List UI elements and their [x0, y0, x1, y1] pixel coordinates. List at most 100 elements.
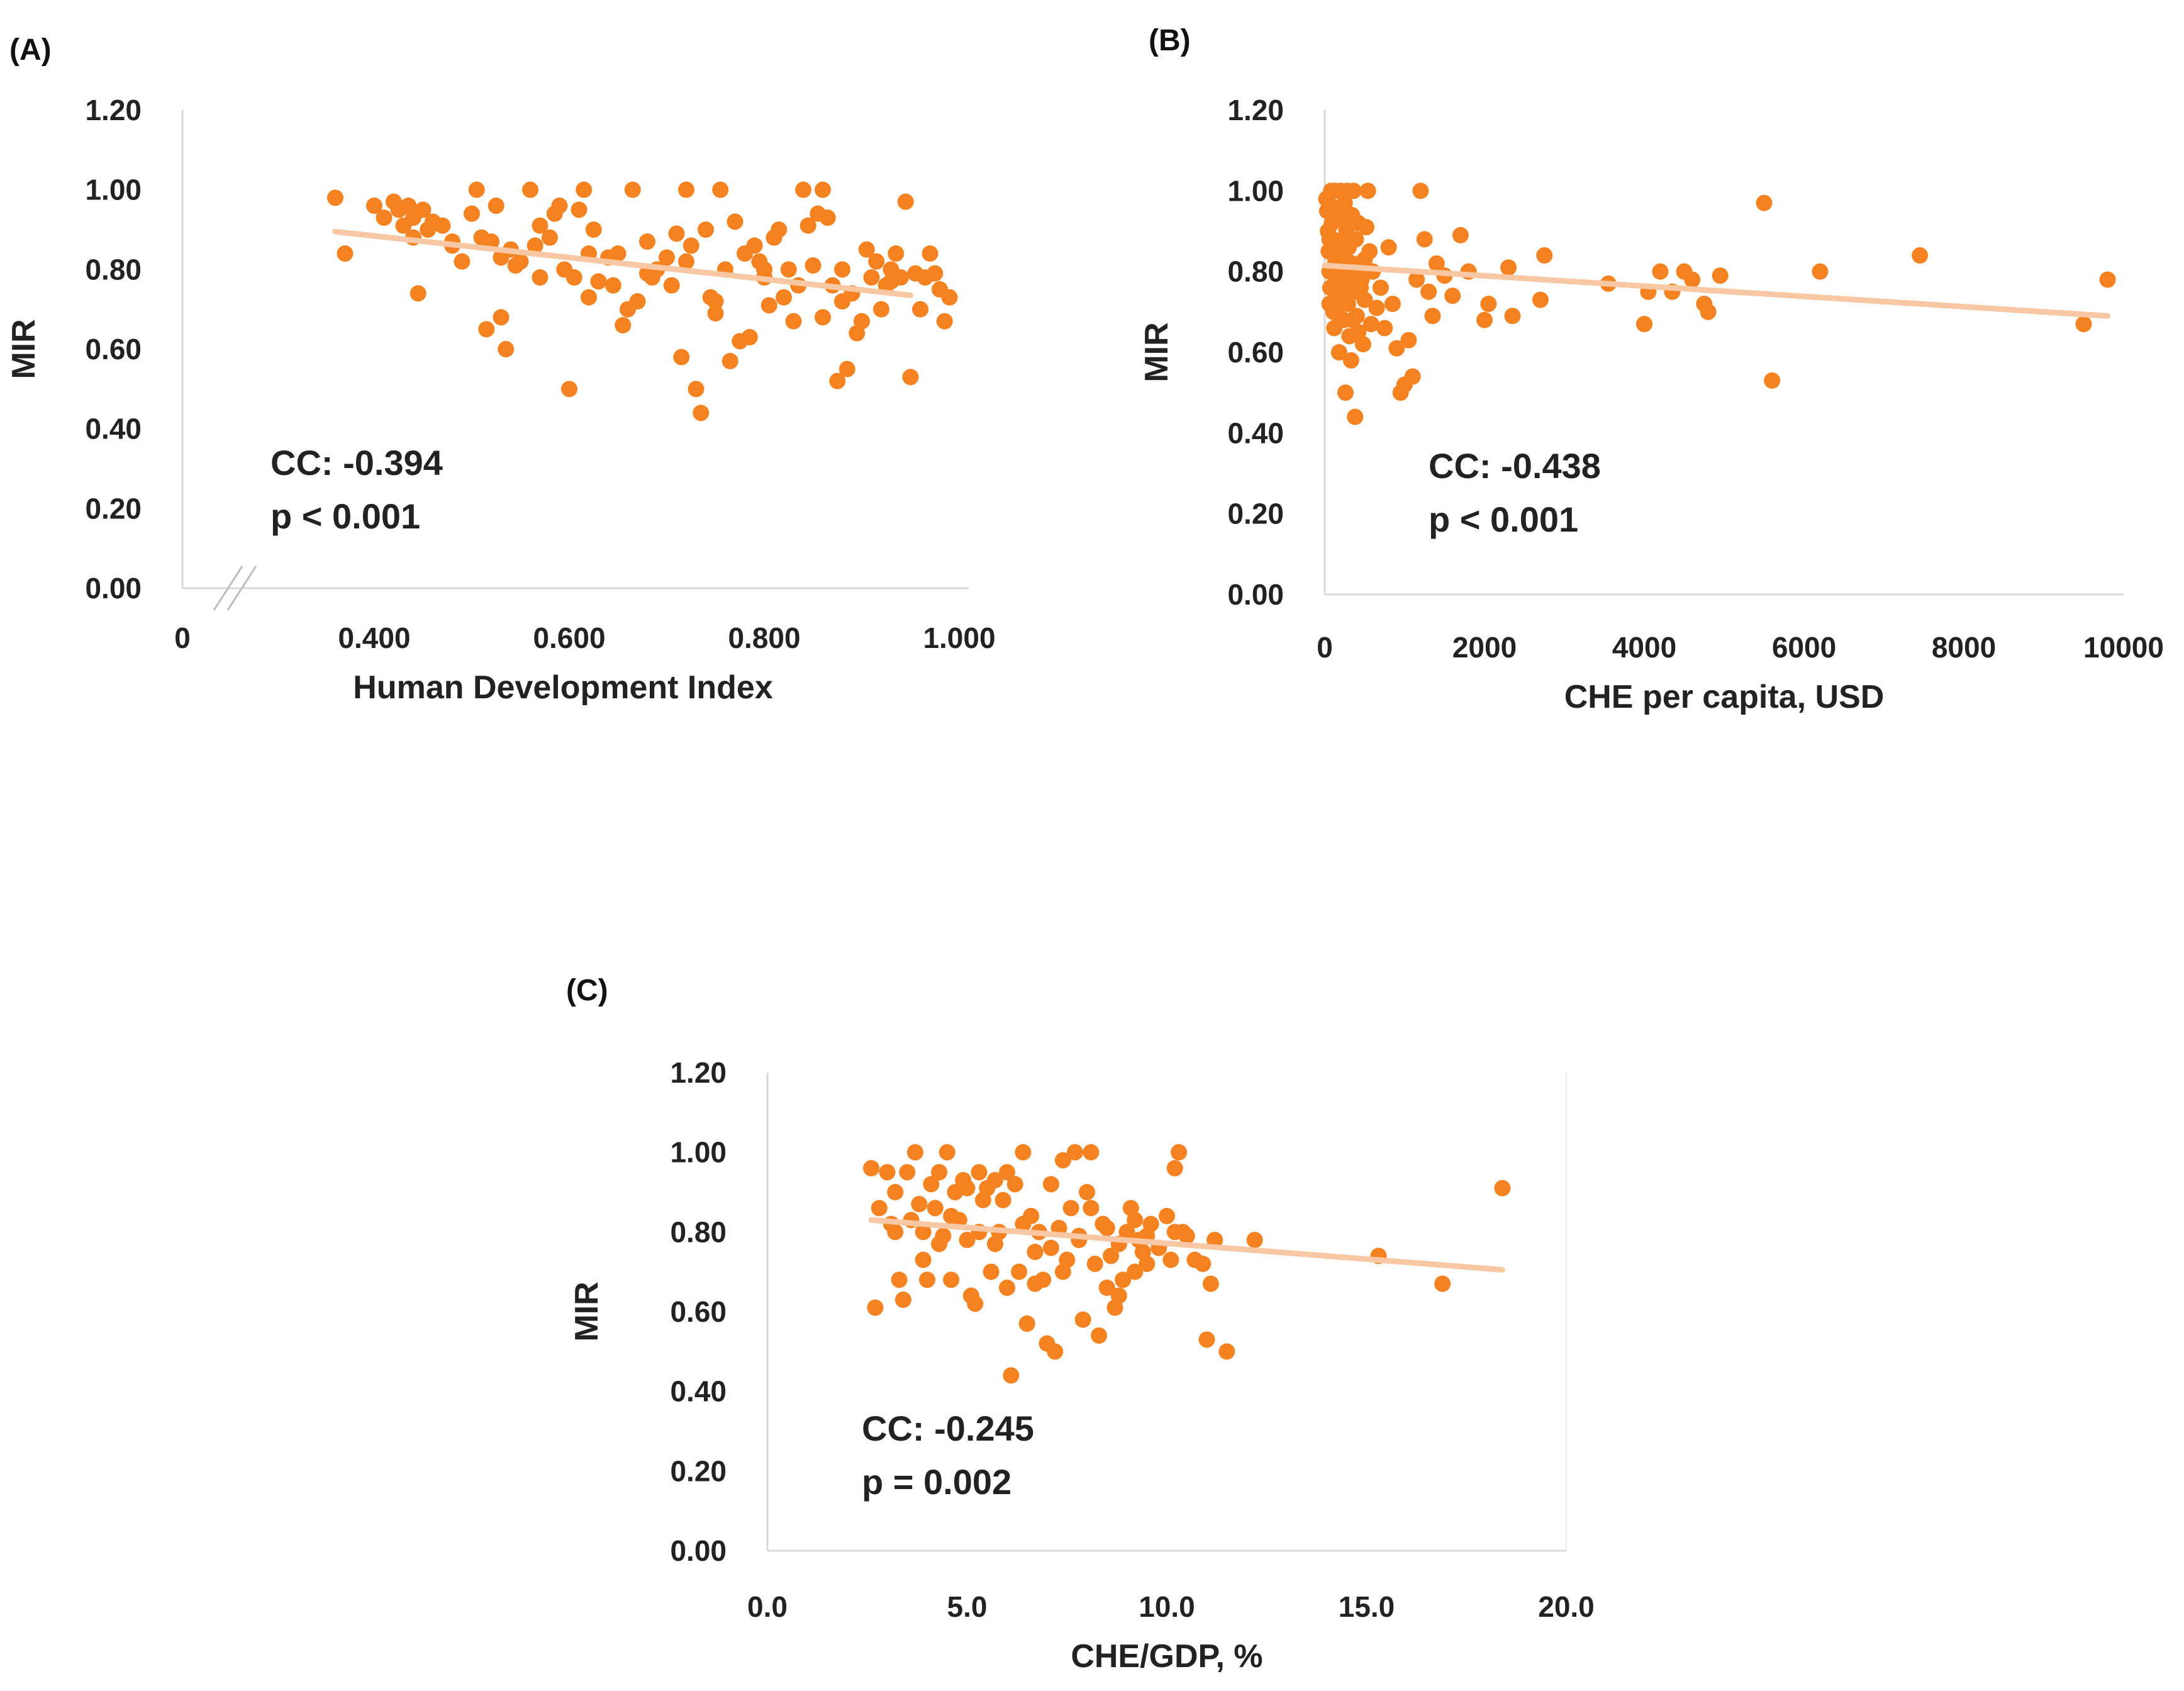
data-point — [936, 313, 953, 330]
data-point — [542, 229, 558, 246]
data-point — [746, 237, 763, 254]
data-point — [1368, 299, 1385, 316]
data-point — [1356, 251, 1373, 268]
data-point — [1444, 287, 1461, 304]
data-point — [454, 253, 471, 270]
data-point — [931, 1236, 948, 1253]
data-point — [1347, 408, 1364, 425]
data-point — [1218, 1343, 1235, 1360]
data-point — [1359, 182, 1376, 199]
data-point — [727, 213, 744, 230]
data-point — [1083, 1144, 1100, 1161]
data-point — [771, 221, 788, 238]
data-point — [883, 273, 900, 290]
data-point — [581, 289, 597, 306]
data-point — [2075, 316, 2092, 333]
data-point — [1372, 279, 1389, 296]
x-tick-label: 6000 — [1772, 631, 1836, 664]
data-point — [1912, 247, 1929, 264]
data-point — [1246, 1232, 1263, 1248]
data-point — [522, 181, 538, 198]
data-point — [1350, 323, 1367, 340]
data-point — [571, 201, 588, 218]
data-point — [971, 1164, 988, 1181]
data-point — [1494, 1180, 1511, 1197]
x-tick-label: 20.0 — [1538, 1590, 1595, 1623]
x-tick-label: 0.400 — [338, 622, 410, 654]
data-point — [1428, 255, 1445, 272]
data-point — [639, 233, 655, 250]
data-point — [911, 1196, 928, 1212]
data-point — [590, 273, 607, 290]
y-axis-title: MIR — [6, 319, 42, 379]
data-point — [1380, 239, 1397, 256]
data-point — [999, 1164, 1015, 1181]
data-point — [854, 313, 870, 330]
y-tick-label: 1.00 — [1227, 174, 1284, 207]
data-point — [939, 1144, 956, 1161]
data-point — [2099, 271, 2116, 288]
data-point — [585, 221, 602, 238]
data-point — [1342, 352, 1359, 369]
data-point — [1812, 263, 1829, 280]
data-point — [871, 1200, 888, 1217]
data-point — [919, 1271, 935, 1288]
data-point — [879, 1164, 896, 1181]
x-tick-label: 8000 — [1932, 631, 1996, 664]
data-point — [902, 369, 919, 386]
data-point — [526, 237, 543, 254]
data-point — [1079, 1184, 1095, 1200]
data-point — [1103, 1247, 1120, 1264]
x-tick-label: 0.800 — [728, 622, 800, 654]
data-point — [1083, 1200, 1100, 1217]
data-point — [532, 269, 549, 286]
data-point — [1110, 1287, 1127, 1304]
data-point — [663, 277, 680, 294]
data-point — [912, 301, 928, 318]
data-point — [887, 1184, 904, 1200]
data-point — [873, 301, 889, 318]
y-tick-label: 0.00 — [670, 1534, 727, 1567]
data-point — [673, 349, 690, 366]
data-point — [1195, 1256, 1212, 1272]
data-point — [464, 205, 480, 222]
data-point — [498, 341, 515, 357]
data-point — [1162, 1251, 1179, 1268]
x-tick-label: 15.0 — [1339, 1590, 1395, 1623]
data-point — [1115, 1271, 1132, 1288]
data-point — [1330, 344, 1347, 360]
data-point — [1003, 1367, 1020, 1384]
correlation-annotation: CC: -0.438 — [1429, 446, 1601, 486]
data-point — [756, 261, 772, 278]
data-point — [405, 209, 421, 226]
data-point — [615, 317, 632, 333]
data-point — [434, 217, 451, 234]
data-point — [800, 217, 816, 234]
data-point — [834, 261, 850, 278]
data-point — [805, 257, 822, 274]
data-point — [906, 1144, 923, 1161]
data-point — [1198, 1331, 1215, 1348]
data-point — [327, 189, 343, 206]
data-point — [468, 181, 485, 198]
data-point — [629, 293, 646, 310]
data-point — [1074, 1311, 1091, 1328]
data-point — [780, 261, 797, 278]
data-point — [815, 181, 831, 198]
data-point — [983, 1263, 1000, 1280]
data-point — [1532, 291, 1549, 308]
data-point — [829, 372, 846, 389]
data-point — [1756, 194, 1773, 211]
p-value-annotation: p = 0.002 — [862, 1462, 1011, 1502]
data-point — [1202, 1275, 1219, 1292]
panel-label: (C) — [566, 974, 608, 1007]
data-point — [1424, 308, 1441, 325]
data-point — [1536, 247, 1553, 264]
data-point — [1764, 372, 1781, 389]
data-point — [1337, 384, 1354, 401]
data-point — [986, 1172, 1003, 1188]
y-tick-label: 0.80 — [670, 1215, 727, 1248]
chart-b: (B) 0.00 0.20 0.40 0.60 0.80 1.00 1.20 0 2000 4000… — [1139, 24, 2164, 715]
data-point — [1684, 271, 1701, 288]
data-point — [698, 221, 714, 238]
